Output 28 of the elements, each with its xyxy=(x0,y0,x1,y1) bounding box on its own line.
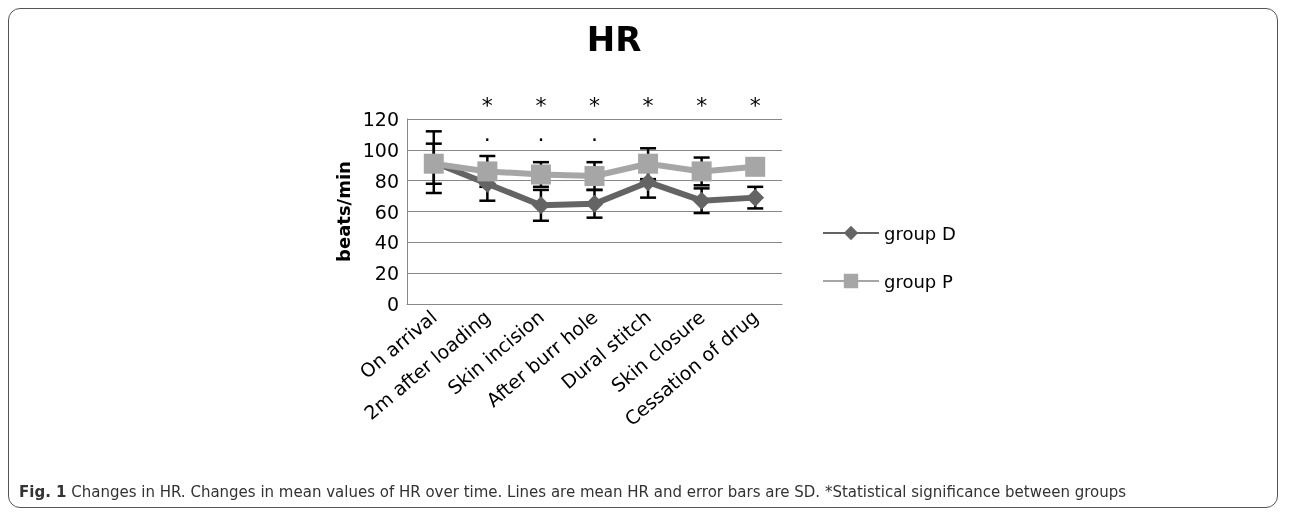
y-tick-label: 20 xyxy=(374,262,399,285)
legend-label: group P xyxy=(884,270,953,292)
y-tick-label: 60 xyxy=(374,200,399,223)
text: * xyxy=(481,92,493,118)
point xyxy=(584,166,605,187)
point xyxy=(639,173,658,192)
y-axis-title: beats/min xyxy=(332,161,354,262)
text: * xyxy=(535,92,547,118)
y-tick-label: 100 xyxy=(362,138,399,161)
y-tick-label: 120 xyxy=(362,108,399,130)
point xyxy=(691,161,712,182)
caption: Fig. 1 Changes in HR. Changes in mean values of HR over time. Lines are mean HR and error bars are SD. *Statistical significance between groups xyxy=(19,483,1127,501)
y-tick-label: 40 xyxy=(374,231,399,254)
chart-title: HR xyxy=(586,19,642,59)
text: * xyxy=(589,92,600,118)
annotation: . xyxy=(537,120,545,146)
point xyxy=(638,153,659,174)
text: * xyxy=(696,92,708,118)
y-tick-label: 80 xyxy=(374,169,399,192)
point xyxy=(745,156,766,177)
annotation: . xyxy=(483,120,491,146)
point xyxy=(477,161,498,182)
legend-label: group D xyxy=(884,222,956,244)
y-tick-label: 0 xyxy=(386,293,399,315)
annotation: . xyxy=(591,120,598,146)
point xyxy=(692,191,711,210)
text: * xyxy=(642,92,654,118)
text: * xyxy=(749,92,761,118)
